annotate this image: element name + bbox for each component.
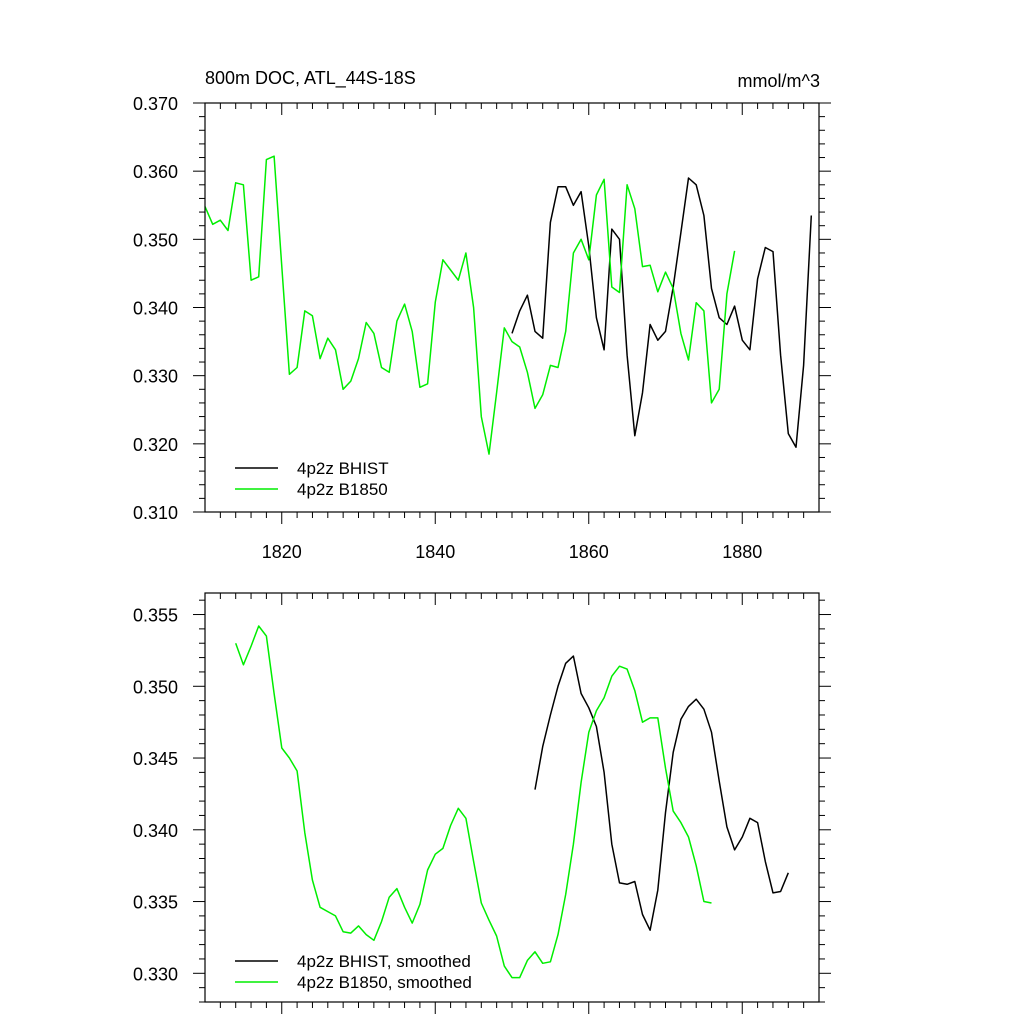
top-chart-units: mmol/m^3 (738, 71, 820, 91)
top-series-line-bhist (511, 177, 813, 448)
top-plot-frame (204, 102, 820, 513)
bottom-y-tick-label: 0.330 (133, 964, 178, 984)
top-chart-title: 800m DOC, ATL_44S-18S (205, 68, 416, 89)
bottom-y-tick-label: 0.345 (133, 749, 178, 769)
top-legend: 4p2z BHIST 4p2z B1850 (235, 459, 389, 499)
top-x-tick-label: 1860 (569, 542, 609, 562)
top-x-tick-label: 1880 (722, 542, 762, 562)
bottom-legend-label-bhist: 4p2z BHIST, smoothed (297, 952, 471, 971)
top-legend-label-bhist: 4p2z BHIST (297, 459, 389, 478)
bottom-y-tick-label: 0.340 (133, 821, 178, 841)
top-y-tick-label: 0.350 (133, 230, 178, 250)
top-y-tick-label: 0.310 (133, 503, 178, 523)
top-axis-ticks: 1820 1840 1860 1880 0.310 0.320 0.330 0.340 0.35… (133, 94, 831, 562)
bottom-legend-label-b1850: 4p2z B1850, smoothed (297, 973, 472, 992)
bottom-legend: 4p2z BHIST, smoothed 4p2z B1850, smoothe… (235, 952, 472, 992)
top-y-tick-label: 0.340 (133, 299, 178, 319)
top-y-tick-label: 0.330 (133, 367, 178, 387)
top-series-line-b1850 (204, 155, 736, 455)
bottom-axis-ticks: 0.330 0.335 0.340 0.345 0.350 0.355 (133, 593, 831, 1014)
bottom-y-tick-label: 0.350 (133, 677, 178, 697)
top-y-tick-label: 0.360 (133, 162, 178, 182)
bottom-y-tick-label: 0.335 (133, 893, 178, 913)
top-series-group (204, 155, 813, 455)
top-y-tick-label: 0.320 (133, 435, 178, 455)
top-x-tick-label: 1820 (262, 542, 302, 562)
bottom-y-tick-label: 0.355 (133, 606, 178, 626)
top-y-tick-label: 0.370 (133, 94, 178, 114)
bottom-panel: 0.330 0.335 0.340 0.345 0.350 0.355 4p2z BHIS… (133, 592, 831, 1014)
top-legend-label-b1850: 4p2z B1850 (297, 480, 388, 499)
bottom-series-group (234, 625, 789, 979)
bottom-series-line-bhist (534, 655, 789, 931)
bottom-plot-frame (204, 592, 820, 1003)
top-x-tick-label: 1840 (415, 542, 455, 562)
bottom-series-line-b1850 (234, 625, 712, 979)
top-panel: 800m DOC, ATL_44S-18S mmol/m^3 1820 1840 1… (133, 68, 831, 562)
